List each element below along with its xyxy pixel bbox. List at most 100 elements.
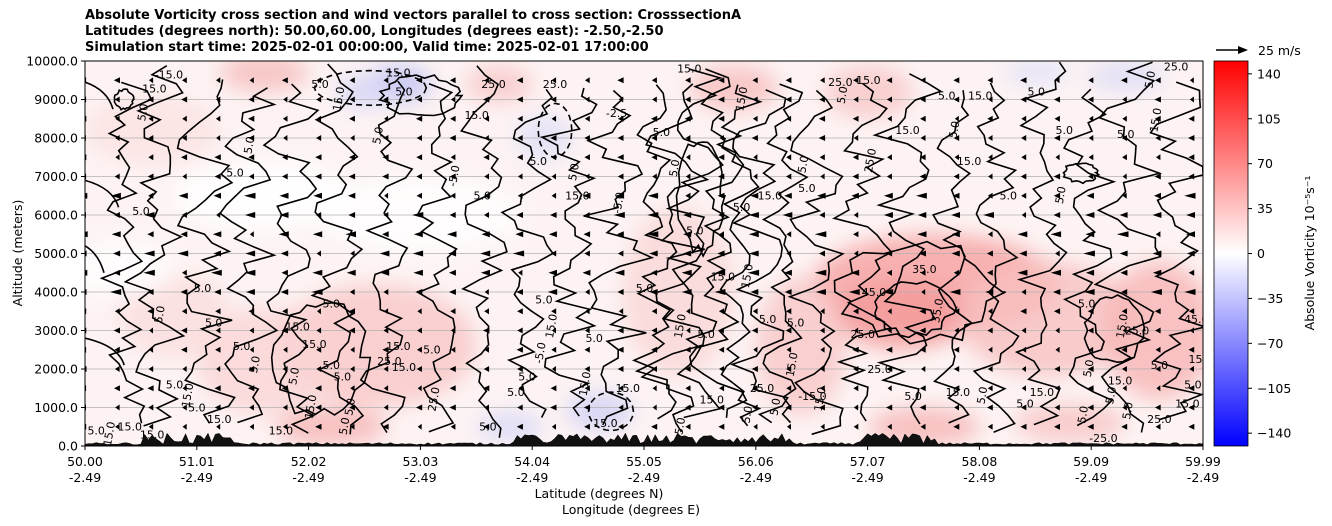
contour-label: 15.0 — [464, 109, 489, 122]
vorticity-contours — [85, 61, 1203, 438]
wind-vector — [416, 96, 422, 103]
contour-label: 15.0 — [1175, 398, 1200, 411]
wind-vector — [752, 404, 758, 411]
wind-vector — [517, 308, 523, 315]
wind-vector — [817, 192, 826, 199]
x-axis-label-longitude: Longitude (degrees E) — [562, 502, 700, 517]
wind-vector — [920, 135, 926, 141]
wind-vector — [182, 423, 187, 430]
wind-vector — [613, 212, 625, 218]
wind-vector — [1155, 327, 1161, 334]
wind-vector — [110, 192, 121, 199]
contour-label: 5.0 — [188, 401, 206, 414]
contour-label: 5.0 — [233, 340, 251, 353]
wind-vector — [887, 154, 892, 161]
wind-vector — [1019, 250, 1027, 257]
wind-vector — [1054, 423, 1060, 430]
wind-vector — [747, 269, 760, 276]
quiver-key-arrow-head — [1238, 46, 1248, 54]
contour-label: 5.0 — [759, 313, 777, 326]
wind-vector — [412, 212, 424, 218]
x-tick-label-latitude: 55.05 — [626, 454, 662, 469]
wind-vector — [313, 192, 322, 199]
contour-label: 5.0 — [653, 126, 671, 139]
wind-vector — [384, 308, 389, 315]
wind-vector — [214, 404, 221, 411]
x-tick-label-latitude: 57.07 — [850, 454, 886, 469]
wind-vector — [450, 308, 456, 315]
wind-vector — [582, 269, 591, 276]
wind-vector — [279, 192, 289, 199]
contour-label: 5.0 — [474, 190, 492, 203]
wind-vector — [417, 327, 422, 334]
wind-vector — [988, 346, 993, 353]
wind-vector — [886, 404, 893, 411]
wind-vector — [717, 250, 725, 257]
wind-vector — [686, 327, 691, 334]
x-tick-label-latitude: 59.99 — [1185, 454, 1221, 469]
wind-vector — [517, 173, 523, 180]
contour-label: 5.0 — [938, 90, 956, 103]
wind-vector — [718, 212, 725, 218]
wind-vector — [952, 192, 960, 199]
wind-vector — [551, 115, 557, 122]
wind-vector — [315, 423, 322, 430]
wind-vector — [248, 154, 255, 161]
contour-line — [787, 89, 845, 436]
wind-vector — [748, 250, 759, 257]
wind-vector — [719, 135, 724, 141]
contour-loop — [113, 88, 136, 111]
wind-vector — [1156, 154, 1161, 161]
contour-label: 5.0 — [535, 294, 553, 307]
contour-label: 5.0 — [166, 378, 184, 391]
x-tick-label-longitude: -2.49 — [404, 470, 436, 485]
wind-vector — [853, 96, 859, 103]
wind-vector — [551, 173, 556, 180]
wind-vector — [1119, 250, 1128, 257]
wind-vector — [216, 423, 221, 430]
contour-label: 5.0 — [1142, 70, 1158, 89]
wind-vector — [244, 269, 256, 276]
colorbar: 140 105 70 35 0 −35 −70 −105 −140 Absolue Vortic… — [1213, 60, 1317, 447]
contour-label: 5.0 — [370, 126, 386, 145]
vorticity-blob — [275, 407, 388, 446]
wind-vector — [483, 423, 490, 430]
wind-vector — [1054, 404, 1060, 411]
wind-vector — [346, 269, 356, 276]
wind-vector — [382, 231, 389, 238]
wind-vector — [1085, 212, 1095, 218]
contour-label: 15.0 — [616, 382, 641, 395]
contour-label: 5.0 — [337, 416, 353, 435]
wind-vector — [182, 269, 187, 276]
contour-label: 15.0 — [733, 86, 750, 112]
contour-label: 15.0 — [1189, 353, 1214, 366]
wind-vector — [147, 385, 154, 392]
wind-vector — [383, 96, 389, 103]
contour-label: 5.0 — [740, 405, 756, 424]
wind-vector — [449, 135, 456, 141]
wind-vector — [280, 289, 289, 295]
wind-vector — [143, 250, 155, 257]
wind-vector — [517, 192, 523, 199]
wind-vector — [854, 327, 859, 334]
wind-vector — [551, 154, 557, 161]
wind-vector — [214, 154, 221, 161]
contour-label: 15.0 — [784, 351, 801, 377]
wind-vector — [986, 250, 993, 257]
colorbar-tick-label: 0 — [1257, 246, 1265, 261]
wind-vector — [216, 135, 221, 141]
wind-vector — [1021, 346, 1027, 353]
contour-label: 15.0 — [386, 66, 411, 79]
wind-vector — [282, 423, 288, 430]
contour-label: 5.0 — [311, 78, 329, 91]
wind-vector — [786, 385, 792, 392]
contour-loop — [1083, 294, 1146, 364]
contour-line — [123, 65, 186, 427]
wind-vector — [614, 269, 625, 276]
wind-vector — [449, 366, 456, 372]
contour-label: 5.0 — [1151, 359, 1169, 372]
chart-title-line-2: Latitudes (degrees north): 50.00,60.00, … — [85, 24, 664, 39]
contour-label: 15.0 — [565, 190, 590, 203]
wind-vector — [786, 308, 792, 315]
wind-vector — [245, 250, 256, 257]
